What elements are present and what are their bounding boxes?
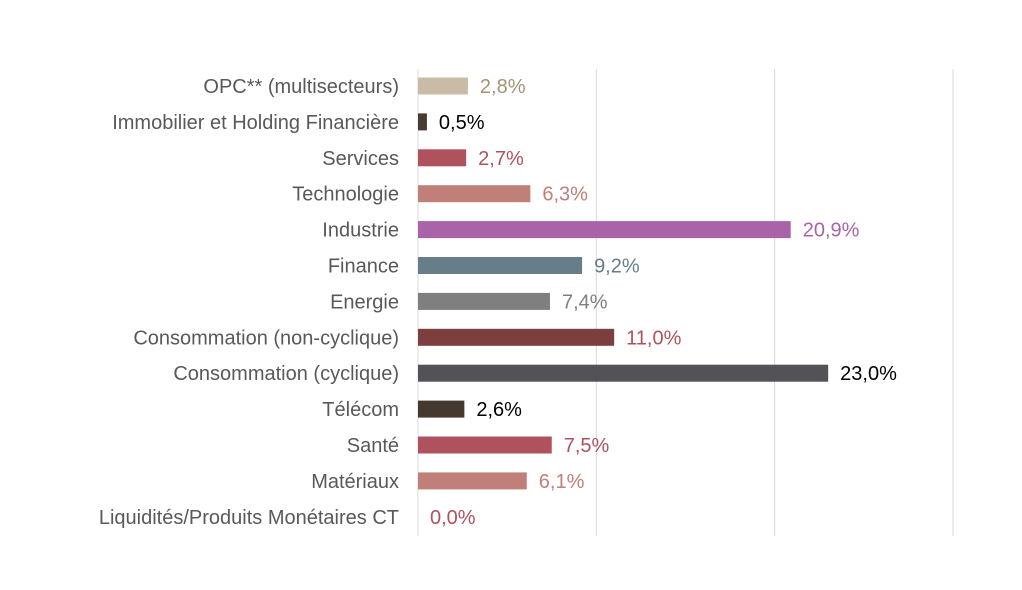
data-label: 7,5% bbox=[564, 435, 610, 457]
category-label: OPC** (multisecteurs) bbox=[203, 76, 399, 98]
category-label: Technologie bbox=[292, 184, 399, 206]
category-label: Télécom bbox=[322, 399, 399, 421]
category-labels: OPC** (multisecteurs) Immobilier et Holdi… bbox=[99, 76, 399, 529]
bar bbox=[418, 77, 468, 95]
category-label: Consommation (non-cyclique) bbox=[133, 327, 399, 349]
bar bbox=[418, 292, 550, 310]
bar bbox=[418, 400, 465, 418]
data-label: 0,0% bbox=[430, 507, 476, 529]
data-label: 0,5% bbox=[439, 112, 485, 134]
data-label: 23,0% bbox=[840, 363, 897, 385]
data-label: 7,4% bbox=[562, 291, 608, 313]
bar bbox=[418, 221, 791, 239]
value-labels: 2,8% 0,5% 2,7% 6,3% 20,9% 9,2% 7,4% 11,0% 23,0% 2… bbox=[430, 76, 897, 529]
category-label: Energie bbox=[330, 291, 399, 313]
data-label: 6,3% bbox=[542, 184, 588, 206]
category-label: Immobilier et Holding Financière bbox=[112, 112, 399, 134]
data-label: 9,2% bbox=[594, 256, 640, 278]
category-label: Finance bbox=[328, 256, 399, 278]
data-label: 20,9% bbox=[803, 220, 860, 242]
category-label: Industrie bbox=[322, 220, 399, 242]
category-label: Services bbox=[322, 148, 399, 170]
bar bbox=[418, 185, 531, 203]
bar bbox=[418, 472, 527, 490]
category-label: Liquidités/Produits Monétaires CT bbox=[99, 507, 399, 529]
bar bbox=[418, 113, 427, 131]
data-label: 11,0% bbox=[626, 327, 681, 349]
category-label: Matériaux bbox=[311, 471, 399, 493]
category-label: Santé bbox=[347, 435, 399, 457]
bar bbox=[418, 328, 615, 346]
bar bbox=[418, 364, 829, 382]
bars bbox=[418, 77, 829, 490]
bar bbox=[418, 257, 583, 274]
bar bbox=[418, 149, 467, 167]
category-label: Consommation (cyclique) bbox=[173, 363, 399, 385]
bar bbox=[418, 436, 552, 454]
data-label: 2,6% bbox=[476, 399, 522, 421]
data-label: 2,7% bbox=[478, 148, 524, 170]
data-label: 6,1% bbox=[539, 471, 585, 493]
data-label: 2,8% bbox=[480, 76, 526, 98]
